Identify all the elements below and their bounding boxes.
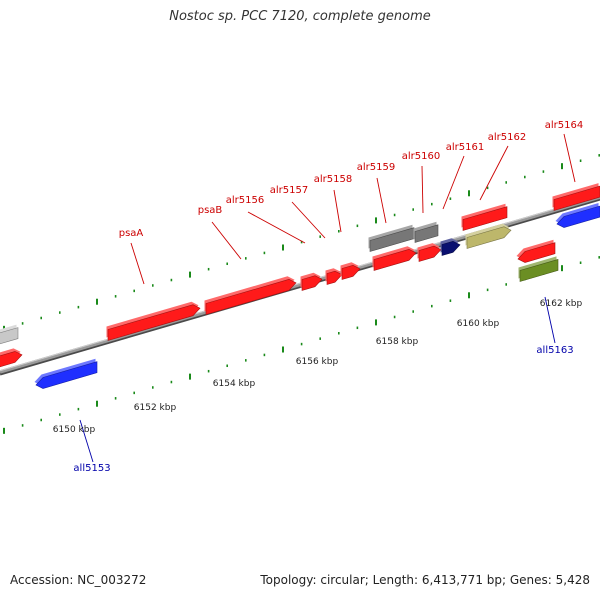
scale-label: 6158 kbp — [376, 337, 419, 347]
gene-arrow-psaB[interactable] — [204, 276, 297, 315]
gene-label-all5163[interactable]: all5163 — [536, 345, 573, 356]
gene-label-alr5159[interactable]: alr5159 — [357, 162, 395, 173]
gene-arrow[interactable] — [552, 183, 600, 211]
gene-arrow[interactable] — [461, 203, 508, 231]
gene-label-alr5162[interactable]: alr5162 — [488, 132, 526, 143]
scale-label: 6154 kbp — [213, 379, 256, 389]
gene-label-psaB[interactable]: psaB — [198, 205, 223, 216]
gene-arrow-alr5164[interactable] — [465, 223, 512, 249]
accession-text: Accession: NC_003272 — [10, 573, 147, 587]
gene-label-alr5164[interactable]: alr5164 — [545, 120, 583, 131]
gene-arrow-alr5160[interactable] — [413, 221, 439, 243]
gene-label-psaA[interactable]: psaA — [119, 228, 144, 239]
gene-label-all5153[interactable]: all5153 — [73, 463, 110, 474]
gene-arrow-alr5162[interactable] — [440, 238, 461, 256]
gene-arrow[interactable] — [0, 348, 23, 375]
backbone-line — [0, 195, 600, 374]
gene-arrow-alr5161[interactable] — [417, 243, 442, 262]
gene-label-alr5157[interactable]: alr5157 — [270, 185, 308, 196]
scale-label: 6160 kbp — [457, 319, 500, 329]
gene-arrow-alr5157[interactable] — [325, 268, 343, 285]
gene-label-alr5160[interactable]: alr5160 — [402, 151, 440, 162]
gene-arrow[interactable] — [372, 246, 417, 271]
map-title: Nostoc sp. PCC 7120, complete genome — [169, 9, 431, 24]
gene-label-alr5158[interactable]: alr5158 — [314, 174, 352, 185]
gene-arrow[interactable] — [516, 239, 556, 263]
gene-arrow-all5163[interactable] — [34, 358, 98, 389]
scale-label: 6150 kbp — [53, 425, 96, 435]
scale-label: 6162 kbp — [540, 299, 583, 309]
gene-label-alr5161[interactable]: alr5161 — [446, 142, 484, 153]
scale-label: 6156 kbp — [296, 357, 339, 367]
scale-label: 6152 kbp — [134, 403, 177, 413]
gene-arrow-psaA[interactable] — [106, 301, 201, 341]
gene-arrow-all5153[interactable] — [555, 203, 600, 228]
gene-arrow[interactable] — [0, 324, 19, 356]
gene-arrow[interactable] — [518, 256, 559, 282]
gene-arrow-alr5156[interactable] — [300, 272, 323, 291]
gene-arrow-alr5158[interactable] — [340, 262, 361, 280]
gene-label-alr5156[interactable]: alr5156 — [226, 195, 264, 206]
genome-summary-text: Topology: circular; Length: 6,413,771 bp… — [260, 573, 590, 587]
